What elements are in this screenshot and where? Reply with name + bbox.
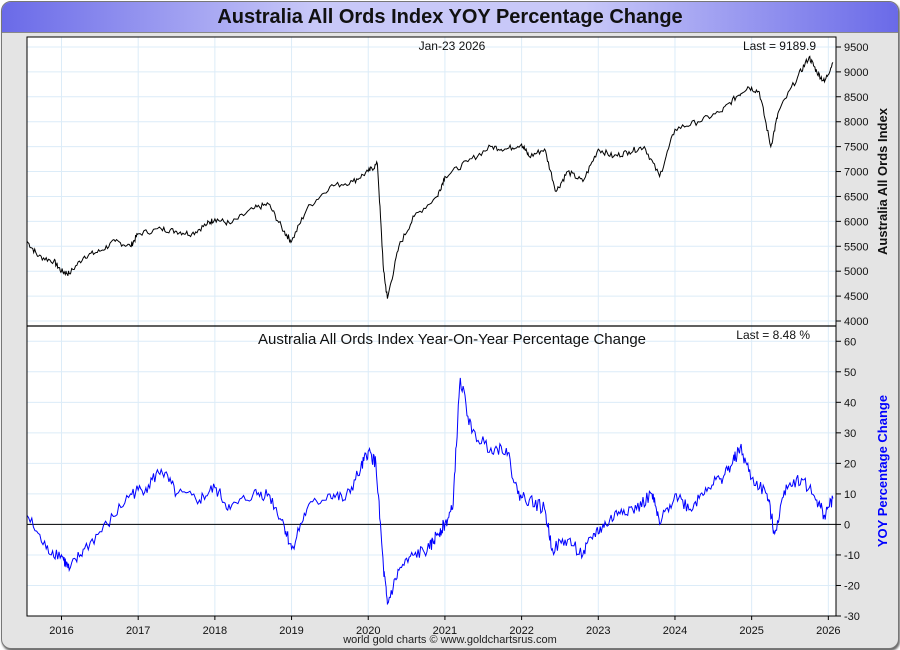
y-tick-label: 8000 [844,117,868,129]
y-tick-label: 8500 [844,92,868,104]
x-tick-label: 2023 [586,625,610,637]
y-axis-label: Australia All Ords Index [875,107,890,255]
x-tick-label: 2024 [663,625,687,637]
y-tick-label: 20 [844,458,856,470]
y-tick-label: -20 [844,580,860,592]
x-tick-label: 2018 [203,625,227,637]
y-tick-label: 10 [844,489,856,501]
index-series-line [26,55,834,299]
credit-text: world gold charts © www.goldchartsrus.co… [343,634,557,646]
y-tick-label: 0 [844,519,850,531]
x-tick-label: 2022 [509,625,533,637]
y-tick-label: 6500 [844,191,868,203]
y-tick-label: 50 [844,367,856,379]
y-tick-label: 7000 [844,167,868,179]
y-tick-label: 4000 [844,316,868,328]
date-label: Jan-23 2026 [419,39,486,53]
y-tick-label: 40 [844,397,856,409]
y-tick-label: 7500 [844,142,868,154]
y-tick-label: 4500 [844,291,868,303]
x-tick-label: 2020 [356,625,380,637]
last-value-label: Last = 8.48 % [736,328,810,342]
y-tick-label: -10 [844,550,860,562]
y-tick-label: 9000 [844,67,868,79]
y-tick-label: 60 [844,336,856,348]
last-value-label: Last = 9189.9 [743,39,816,53]
y-tick-label: 6000 [844,216,868,228]
plot-border [26,36,837,617]
y-tick-label: 9500 [844,42,868,54]
x-tick-label: 2016 [49,625,73,637]
y-tick-label: 30 [844,428,856,440]
x-tick-label: 2026 [816,625,840,637]
x-tick-label: 2017 [126,625,150,637]
title-bar: Australia All Ords Index YOY Percentage … [2,2,898,33]
y-tick-label: -30 [844,611,860,623]
x-tick-label: 2021 [433,625,457,637]
x-tick-label: 2025 [739,625,763,637]
y-tick-label: 5000 [844,266,868,278]
y-tick-label: 5500 [844,241,868,253]
yoy-series-line [26,377,834,606]
chart-title: Australia All Ords Index YOY Percentage … [217,6,683,28]
panel-title: Australia All Ords Index Year-On-Year Pe… [258,331,646,348]
y-axis-label: YOY Percentage Change [875,395,890,547]
x-tick-label: 2019 [279,625,303,637]
